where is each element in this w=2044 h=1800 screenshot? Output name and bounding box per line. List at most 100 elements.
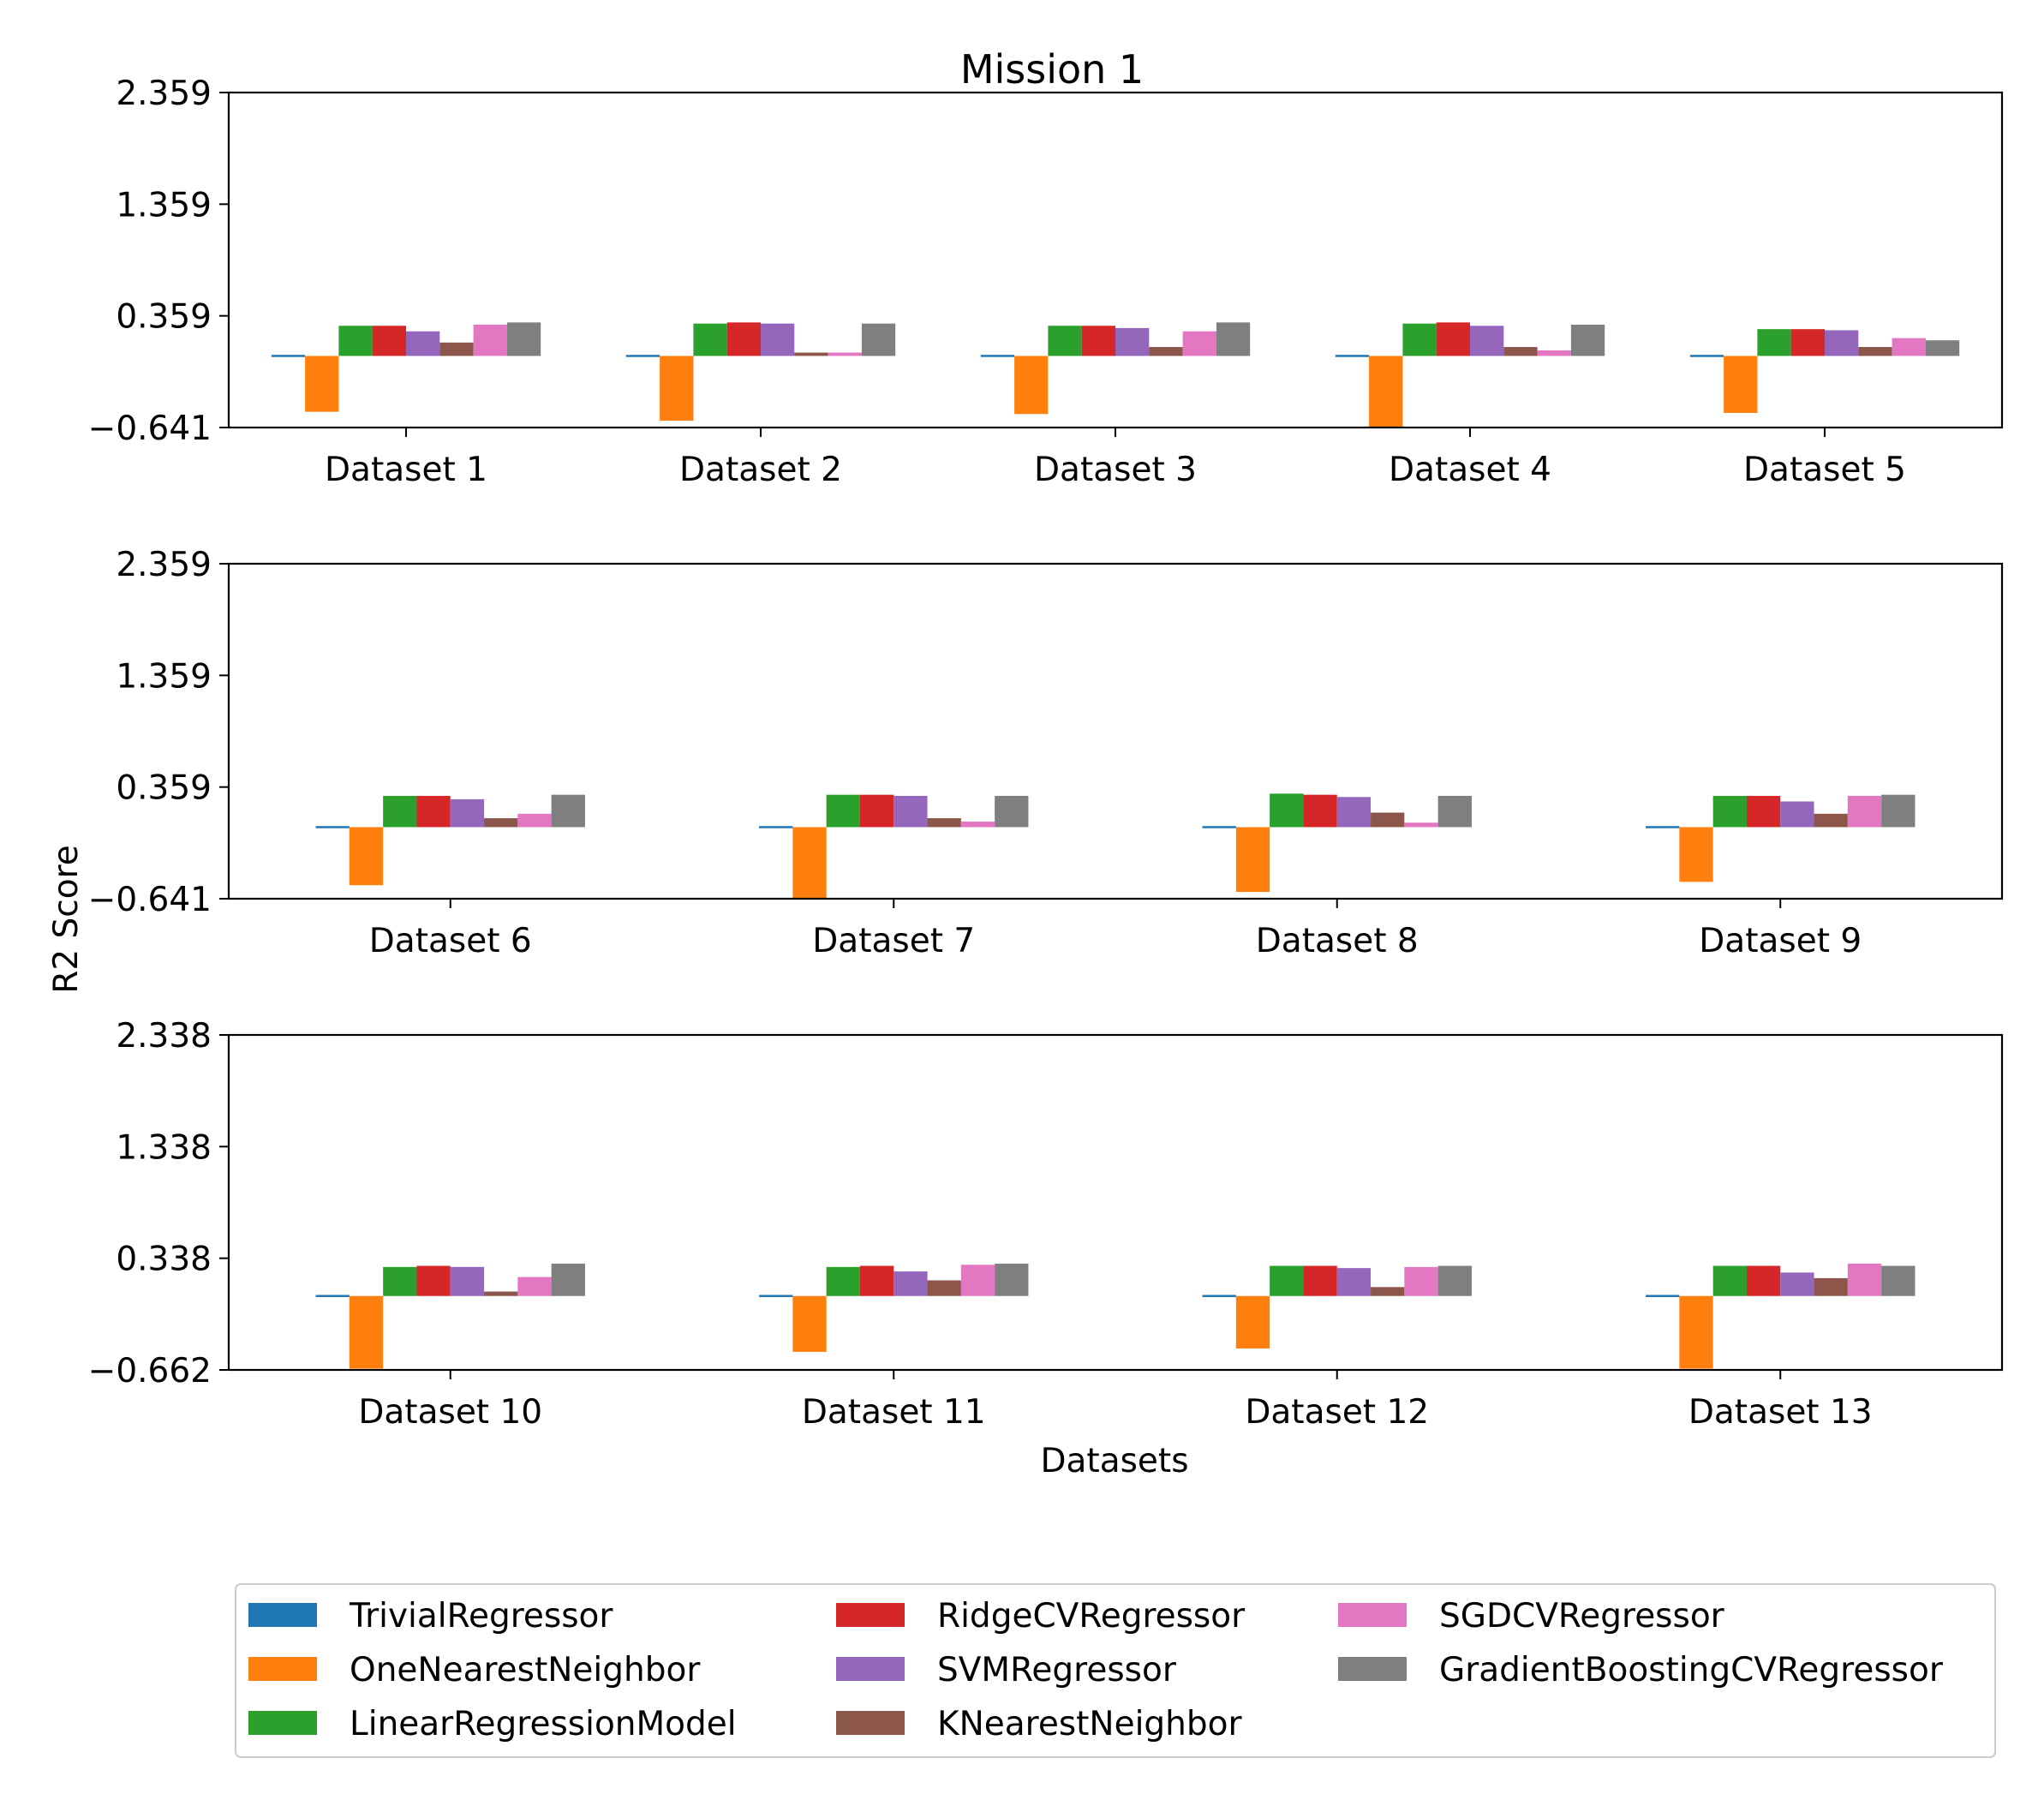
- legend-label: LinearRegressionModel: [350, 1705, 737, 1743]
- legend-swatch-svmregressor: [836, 1657, 905, 1681]
- bar-knearestneighbor-4: [1503, 347, 1538, 356]
- bar-trivialregressor-4: [1646, 1295, 1680, 1297]
- bar-sgdcvregressor-4: [1847, 1263, 1882, 1296]
- legend: TrivialRegressor OneNearestNeighbor Linear…: [235, 1583, 1996, 1758]
- bar-onenearestneighbor-2: [660, 356, 694, 422]
- bar-knearestneighbor-2: [927, 818, 961, 828]
- bar-onenearestneighbor-2: [792, 827, 827, 899]
- bar-gradientboostingcvregressor-4: [1881, 1265, 1916, 1296]
- bar-gradientboostingcvregressor-5: [1925, 340, 1960, 356]
- bar-linearregressionmodel-4: [1402, 323, 1437, 356]
- bar-onenearestneighbor-3: [1014, 356, 1049, 415]
- bar-ridgecvregressor-4: [1746, 1265, 1781, 1296]
- legend-swatch-ridgecvregressor: [836, 1603, 905, 1627]
- bar-gradientboostingcvregressor-1: [506, 322, 541, 356]
- bar-svmregressor-2: [894, 1271, 928, 1296]
- bar-linearregressionmodel-4: [1712, 1265, 1747, 1296]
- bar-sgdcvregressor-1: [517, 813, 552, 828]
- x-tick-label: Dataset 13: [1688, 1393, 1873, 1432]
- axes-frame: [227, 562, 2004, 900]
- chart-panel-1: −0.641 0.359 1.359 2.359 Dataset 1 Dataset 2 D…: [88, 75, 2004, 489]
- bar-onenearestneighbor-4: [1679, 1295, 1713, 1369]
- x-tick-label: Dataset 2: [679, 451, 842, 489]
- bar-ridgecvregressor-2: [859, 794, 894, 828]
- x-tick-label: Dataset 5: [1743, 451, 1906, 489]
- bar-trivialregressor-1: [271, 355, 306, 357]
- bar-svmregressor-1: [406, 331, 440, 356]
- bar-onenearestneighbor-3: [1235, 827, 1270, 893]
- chart-panels: −0.641 0.359 1.359 2.359 Dataset 1 Dataset 2 D…: [88, 75, 2004, 1432]
- bar-onenearestneighbor-1: [305, 356, 339, 412]
- bar-sgdcvregressor-3: [1404, 822, 1438, 828]
- chart-panel-3: −0.662 0.338 1.338 2.338 Dataset 10 Dataset 1…: [88, 1017, 2004, 1432]
- y-tick-label: 1.359: [116, 186, 212, 224]
- x-tick-label: Dataset 1: [325, 451, 487, 489]
- bar-gradientboostingcvregressor-3: [1437, 795, 1472, 828]
- y-tick-label: 2.359: [116, 546, 212, 584]
- bar-linearregressionmodel-3: [1270, 793, 1304, 828]
- bar-trivialregressor-2: [759, 1295, 793, 1297]
- bar-onenearestneighbor-4: [1369, 356, 1403, 428]
- bar-trivialregressor-2: [759, 826, 793, 828]
- axes-frame: [227, 1033, 2004, 1372]
- bar-onenearestneighbor-3: [1235, 1295, 1270, 1349]
- legend-label: OneNearestNeighbor: [350, 1651, 701, 1689]
- bar-ridgecvregressor-4: [1436, 322, 1470, 356]
- bar-sgdcvregressor-4: [1537, 350, 1571, 356]
- chart-title: Mission 1: [960, 46, 1144, 93]
- y-tick-label: 1.338: [116, 1128, 212, 1167]
- bar-svmregressor-4: [1470, 326, 1504, 356]
- bar-ridgecvregressor-1: [416, 795, 451, 828]
- bar-gradientboostingcvregressor-3: [1216, 322, 1251, 356]
- bar-sgdcvregressor-1: [473, 324, 507, 356]
- y-tick-label: −0.641: [88, 881, 212, 919]
- bar-trivialregressor-4: [1646, 826, 1680, 828]
- chart-panel-2: −0.641 0.359 1.359 2.359 Dataset 6 Dataset 7 D…: [88, 546, 2004, 960]
- bar-ridgecvregressor-3: [1303, 794, 1337, 828]
- legend-label: SVMRegressor: [937, 1651, 1177, 1689]
- bar-knearestneighbor-2: [927, 1280, 961, 1296]
- x-tick-label: Dataset 3: [1034, 451, 1197, 489]
- x-axis-label: Datasets: [1040, 1442, 1188, 1480]
- bar-linearregressionmodel-2: [826, 794, 860, 828]
- bar-sgdcvregressor-3: [1182, 331, 1216, 356]
- bar-sgdcvregressor-2: [960, 1265, 995, 1296]
- bar-svmregressor-4: [1780, 1272, 1814, 1296]
- legend-label: GradientBoostingCVRegressor: [1439, 1651, 1944, 1689]
- bar-onenearestneighbor-2: [792, 1295, 827, 1352]
- legend-swatch-linearregressionmodel: [248, 1711, 317, 1735]
- y-tick-label: 0.359: [116, 298, 212, 337]
- bar-gradientboostingcvregressor-1: [551, 1263, 585, 1296]
- bar-linearregressionmodel-1: [338, 326, 373, 356]
- bar-onenearestneighbor-1: [349, 827, 384, 886]
- bar-ridgecvregressor-4: [1746, 795, 1781, 828]
- bar-ridgecvregressor-1: [372, 326, 406, 356]
- legend-label: TrivialRegressor: [349, 1597, 613, 1636]
- bar-knearestneighbor-1: [484, 1291, 518, 1296]
- bar-gradientboostingcvregressor-2: [995, 795, 1029, 828]
- bar-ridgecvregressor-1: [416, 1265, 451, 1296]
- bar-knearestneighbor-5: [1858, 347, 1892, 356]
- bar-linearregressionmodel-1: [383, 795, 417, 828]
- legend-swatch-trivialregressor: [248, 1603, 317, 1627]
- bar-ridgecvregressor-3: [1303, 1265, 1337, 1296]
- legend-swatch-knearestneighbor: [836, 1711, 905, 1735]
- bar-knearestneighbor-4: [1814, 1277, 1848, 1296]
- bar-sgdcvregressor-2: [960, 821, 995, 828]
- legend-label: KNearestNeighbor: [937, 1705, 1243, 1743]
- bar-onenearestneighbor-1: [349, 1295, 384, 1369]
- bar-svmregressor-5: [1825, 330, 1859, 356]
- bar-gradientboostingcvregressor-2: [861, 323, 896, 356]
- bar-gradientboostingcvregressor-1: [551, 794, 585, 828]
- bar-onenearestneighbor-4: [1679, 827, 1713, 882]
- bar-svmregressor-2: [894, 795, 928, 828]
- bar-trivialregressor-4: [1335, 355, 1370, 357]
- bar-linearregressionmodel-4: [1712, 795, 1747, 828]
- bar-knearestneighbor-1: [439, 342, 474, 356]
- bar-gradientboostingcvregressor-2: [995, 1263, 1029, 1296]
- legend-label: RidgeCVRegressor: [937, 1597, 1246, 1636]
- bar-trivialregressor-2: [625, 355, 660, 357]
- bar-trivialregressor-5: [1689, 355, 1724, 357]
- bar-sgdcvregressor-5: [1892, 338, 1926, 356]
